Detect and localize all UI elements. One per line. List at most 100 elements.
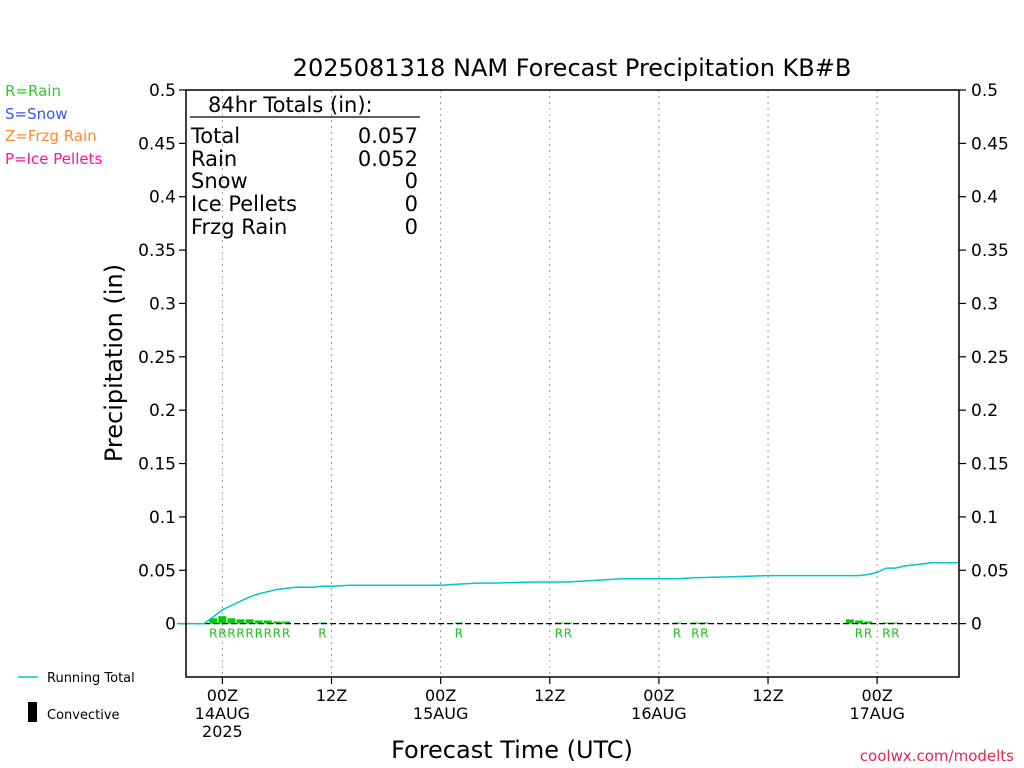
ptype-marker: R [891, 627, 899, 641]
totals-label-snow: Snow [191, 169, 248, 193]
totals-value-snow: 0 [405, 169, 418, 193]
ptype-marker: R [673, 627, 681, 641]
y-tick-label-right: 0.15 [971, 455, 1009, 475]
x-tick-label: 00Z [425, 686, 456, 705]
x-tick-label: 17AUG [849, 704, 904, 723]
x-axis-label: Forecast Time (UTC) [391, 736, 633, 764]
ptype-legend-snow: S=Snow [5, 105, 68, 123]
y-tick-label-right: 0.45 [971, 134, 1009, 154]
ptype-marker: R [218, 627, 226, 641]
ptype-legend-frzg-rain: Z=Frzg Rain [5, 127, 97, 145]
y-tick-label-right: 0.2 [971, 401, 998, 421]
totals-value-frzg-rain: 0 [405, 215, 418, 239]
totals-value-ice-pellets: 0 [405, 192, 418, 216]
ptype-marker: R [245, 627, 253, 641]
rain-bar [882, 622, 891, 624]
ptype-marker: R [318, 627, 326, 641]
y-tick-label-left: 0.1 [149, 508, 176, 528]
ptype-marker: R [273, 627, 281, 641]
ptype-marker: R [691, 627, 699, 641]
x-tick-label: 12Z [534, 686, 565, 705]
ptype-marker: R [255, 627, 263, 641]
rain-bar [891, 622, 900, 624]
x-tick-label: 15AUG [413, 704, 468, 723]
ptype-legend: R=Rain S=Snow Z=Frzg Rain P=Ice Pellets [5, 82, 102, 168]
x-tick-label: 14AUG [195, 704, 250, 723]
y-tick-label-left: 0.35 [138, 241, 176, 261]
ptype-marker: R [209, 627, 217, 641]
rain-bar [864, 621, 873, 624]
y-tick-label-right: 0.25 [971, 348, 1009, 368]
y-tick-label-right: 0.5 [971, 81, 998, 101]
ptype-marker: R [236, 627, 244, 641]
rain-bar [272, 621, 281, 624]
rain-bars [209, 616, 900, 624]
y-tick-label-right: 0.4 [971, 188, 998, 208]
x-tick-label: 00Z [861, 686, 892, 705]
rain-bar [227, 618, 236, 624]
y-axis-left: 0.5 0.45 0.4 0.35 0.3 0.25 0.2 0.15 0.1 0.05 0 [138, 81, 186, 635]
rain-bar [209, 618, 218, 624]
convective-legend-swatch [28, 702, 37, 722]
y-tick-label-left: 0.25 [138, 348, 176, 368]
totals-label-ice-pellets: Ice Pellets [191, 192, 297, 216]
y-tick-label-right: 0.05 [971, 561, 1009, 581]
x-tick-label: 16AUG [631, 704, 686, 723]
y-axis-right: 0.5 0.45 0.4 0.35 0.3 0.25 0.2 0.15 0.1 0.05 0 [959, 81, 1009, 635]
ptype-legend-rain: R=Rain [5, 82, 61, 100]
totals-label-total: Total [190, 124, 240, 148]
y-tick-label-left: 0.15 [138, 455, 176, 475]
y-tick-label-left: 0.4 [149, 188, 176, 208]
ptype-marker: R [855, 627, 863, 641]
rain-bar [254, 620, 263, 624]
rain-bar [245, 619, 254, 624]
totals-box: 84hr Totals (in): Total 0.057 Rain 0.052… [190, 93, 420, 239]
y-tick-label-left: 0.3 [149, 294, 176, 314]
y-tick-label-right: 0 [971, 615, 982, 635]
y-tick-label-left: 0.05 [138, 561, 176, 581]
y-tick-label-left: 0.5 [149, 81, 176, 101]
x-tick-label: 2025 [202, 722, 243, 741]
rain-bar [845, 619, 854, 624]
ptype-marker: R [455, 627, 463, 641]
x-tick-label: 12Z [316, 686, 347, 705]
credit-text: coolwx.com/modelts [860, 747, 1014, 765]
rain-bar [236, 619, 245, 624]
ptype-marker: R [564, 627, 572, 641]
ptype-marker: R [282, 627, 290, 641]
ptype-marker: R [227, 627, 235, 641]
y-tick-label-left: 0.45 [138, 134, 176, 154]
x-tick-label: 12Z [752, 686, 783, 705]
running-total-legend-label: Running Total [47, 671, 135, 686]
y-tick-label-left: 0 [165, 615, 176, 635]
convective-legend-label: Convective [47, 708, 120, 723]
ptype-legend-ice-pellets: P=Ice Pellets [5, 150, 102, 168]
rain-bar [282, 621, 291, 624]
y-tick-label-right: 0.3 [971, 294, 998, 314]
totals-label-rain: Rain [191, 147, 237, 171]
y-tick-label-right: 0.35 [971, 241, 1009, 261]
rain-bar [854, 620, 863, 624]
totals-value-total: 0.057 [358, 124, 418, 148]
x-tick-label: 00Z [207, 686, 238, 705]
x-tick-label: 00Z [643, 686, 674, 705]
rain-bar [263, 620, 272, 624]
y-axis-label: Precipitation (in) [100, 264, 128, 462]
series-lines [176, 562, 959, 625]
totals-value-rain: 0.052 [358, 147, 418, 171]
chart-title: 2025081318 NAM Forecast Precipitation KB… [293, 54, 852, 82]
ptype-marker: R [555, 627, 563, 641]
running-total-line [176, 562, 959, 625]
bottom-legend: Running Total Convective [18, 671, 135, 723]
grid-lines [221, 90, 878, 677]
rain-bar [218, 616, 227, 624]
ptype-marker: R [264, 627, 272, 641]
plot-frame [185, 89, 960, 678]
y-tick-label-left: 0.2 [149, 401, 176, 421]
totals-heading: 84hr Totals (in): [208, 93, 373, 117]
ptype-marker: R [700, 627, 708, 641]
y-tick-label-right: 0.1 [971, 508, 998, 528]
